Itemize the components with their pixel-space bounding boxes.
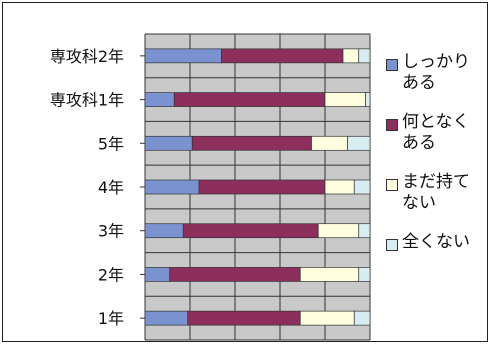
bar-segment — [317, 223, 360, 239]
bar-segment — [182, 223, 319, 239]
bar-segment — [144, 48, 222, 64]
bar-segment — [342, 48, 360, 64]
category-label: 4年 — [98, 178, 124, 197]
bar-segment — [144, 267, 171, 282]
category-label: 1年 — [98, 309, 124, 328]
bar-segment — [324, 179, 355, 195]
legend-item: しっかりある — [386, 52, 482, 94]
bar-segment — [173, 92, 326, 107]
bars — [144, 48, 371, 326]
bar-segment — [144, 179, 200, 195]
category-label: 2年 — [98, 265, 124, 284]
legend-label: 全くない — [402, 232, 470, 252]
category-label: 専攻科2年 — [50, 47, 124, 66]
bar-segment — [358, 267, 371, 282]
bar-segment — [299, 310, 355, 326]
legend-label: 何となくある — [402, 112, 470, 153]
bar-segment — [144, 135, 193, 151]
bar-segment — [144, 223, 184, 239]
bar-segment — [324, 92, 366, 107]
bar-segment — [169, 267, 301, 282]
bar-segment — [358, 48, 371, 64]
legend-item: まだ持てない — [386, 172, 482, 214]
bar-segment — [191, 135, 312, 151]
legend: しっかりある 何となくある まだ持てない全くない — [386, 52, 482, 271]
category-label: 5年 — [98, 134, 124, 153]
legend-swatch — [386, 179, 398, 191]
bar-segment — [198, 179, 326, 195]
bar-segment — [144, 310, 189, 326]
legend-item: 何となくある — [386, 112, 482, 154]
bar-segment — [299, 267, 360, 282]
legend-label: しっかりある — [402, 52, 470, 93]
category-label: 3年 — [98, 222, 124, 241]
legend-swatch — [386, 119, 398, 131]
bar-segment — [347, 135, 371, 151]
bar-segment — [187, 310, 301, 326]
legend-swatch — [386, 59, 398, 71]
bar-segment — [353, 179, 371, 195]
bar-segment — [144, 92, 175, 107]
legend-swatch — [386, 239, 398, 251]
legend-item: 全くない — [386, 232, 482, 253]
category-label: 専攻科1年 — [50, 91, 124, 110]
bar-segment — [353, 310, 371, 326]
bar-segment — [365, 92, 371, 107]
bar-segment — [311, 135, 348, 151]
bar-segment — [221, 48, 344, 64]
legend-label: まだ持てない — [402, 172, 470, 213]
bar-segment — [358, 223, 371, 239]
